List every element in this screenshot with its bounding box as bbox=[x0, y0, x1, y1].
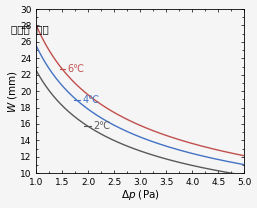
X-axis label: $\it{\Delta}$$p$ (Pa): $\it{\Delta}$$p$ (Pa) bbox=[121, 188, 160, 202]
Text: 6℃: 6℃ bbox=[67, 64, 84, 74]
Y-axis label: $\it{W}$ (mm): $\it{W}$ (mm) bbox=[6, 70, 19, 113]
Text: 4℃: 4℃ bbox=[82, 95, 100, 105]
Text: 냉각핀  온도: 냉각핀 온도 bbox=[11, 25, 49, 35]
Text: 2℃: 2℃ bbox=[93, 121, 110, 131]
